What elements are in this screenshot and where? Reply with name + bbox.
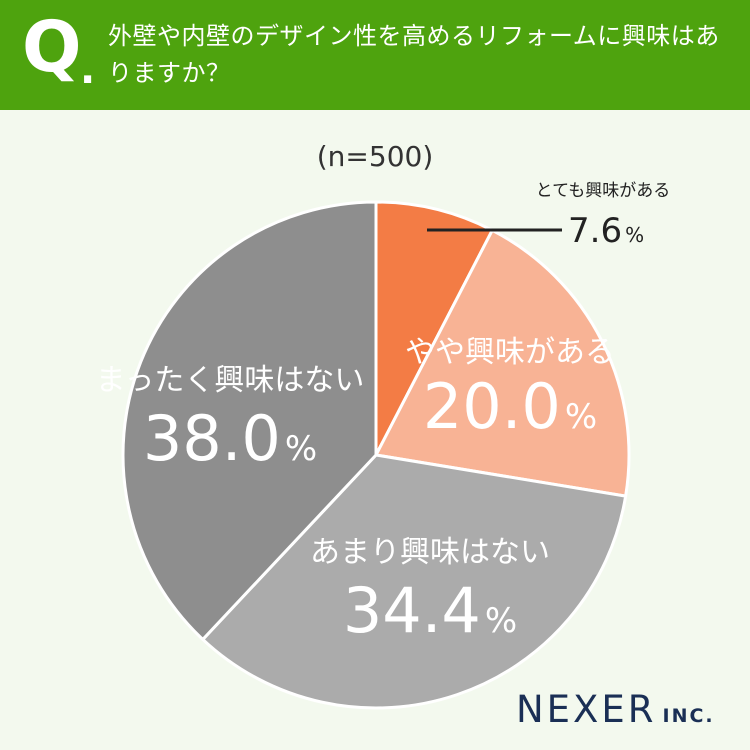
pie-slice-3	[201, 453, 628, 710]
slice-label-value: 34.4%	[343, 574, 517, 647]
pie-slice-4	[121, 200, 378, 641]
sample-size-label: (n=500)	[316, 140, 434, 173]
company-logo: NEXER INC.	[516, 688, 715, 731]
slice-label-name: あまり興味はない	[310, 535, 550, 570]
pie-slice-2	[374, 228, 631, 498]
question-header: Q . 外壁や内壁のデザイン性を高めるリフォームに興味はありますか？	[0, 0, 750, 110]
pie-slice-1	[374, 200, 494, 457]
question-text: 外壁や内壁のデザイン性を高めるリフォームに興味はありますか？	[108, 22, 720, 87]
slice-label-name: やや興味がある	[405, 335, 615, 370]
slice-label-value: 20.0%	[423, 370, 597, 443]
logo-sub-text: INC.	[662, 705, 715, 727]
q-mark: Q	[22, 6, 82, 88]
q-dot: .	[80, 47, 96, 93]
slice-label-name: まったく興味はない	[96, 363, 365, 398]
slice-label-value: 38.0%	[143, 402, 317, 475]
logo-main-text: NEXER	[516, 688, 657, 731]
slice-label-value: 7.6%	[568, 211, 644, 251]
slice-label-name: とても興味がある	[536, 181, 671, 201]
